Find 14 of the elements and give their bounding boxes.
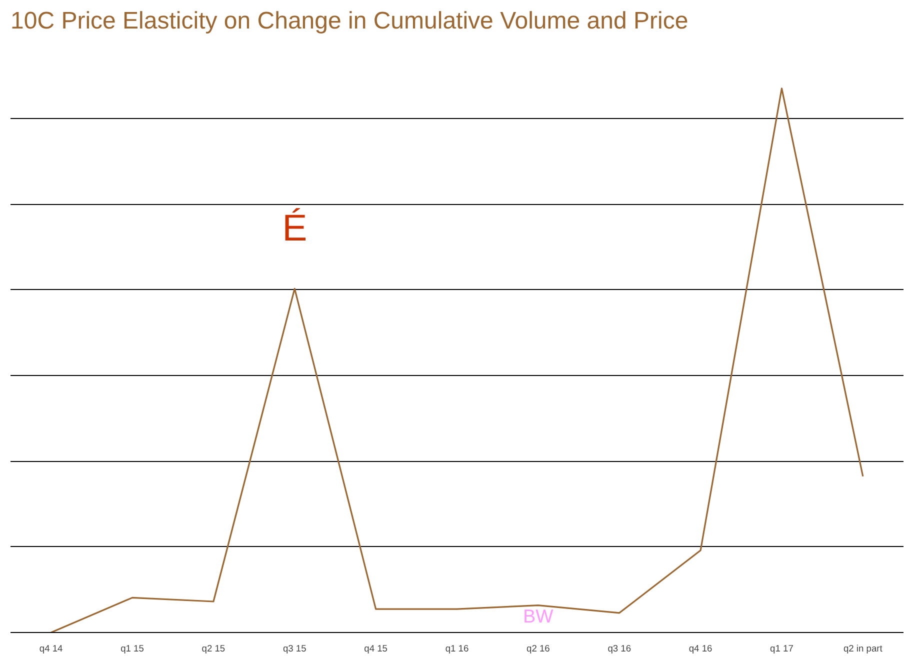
x-tick-label: q4 15 — [364, 644, 388, 654]
x-tick-label: q2 16 — [526, 644, 550, 654]
x-tick-label: q4 16 — [688, 644, 712, 654]
x-tick-label: q4 14 — [39, 644, 63, 654]
annotation: É — [282, 206, 308, 249]
x-tick-label: q1 16 — [445, 644, 469, 654]
chart-title: 10C Price Elasticity on Change in Cumulative Volume and Price — [10, 8, 688, 34]
x-tick-label: q1 17 — [770, 644, 794, 654]
x-tick-label: q3 15 — [282, 644, 306, 654]
annotation: BW — [523, 605, 554, 626]
x-tick-label: q2 15 — [202, 644, 226, 654]
x-tick-label: q3 16 — [608, 644, 632, 654]
x-tick-label: q1 15 — [120, 644, 144, 654]
x-tick-label: q2 in part — [843, 644, 883, 654]
